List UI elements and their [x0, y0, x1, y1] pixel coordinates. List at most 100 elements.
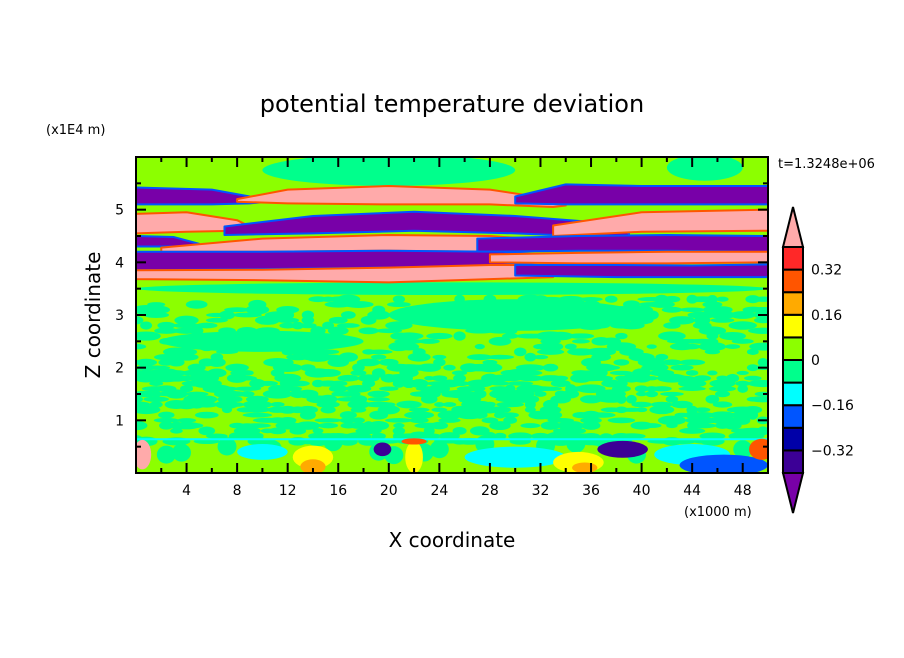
contour-patch — [388, 299, 642, 331]
x-tick-label: 44 — [683, 483, 701, 499]
contour-patch — [469, 426, 490, 436]
contour-patch — [242, 400, 272, 409]
contour-patch — [439, 432, 460, 441]
contour-patch — [352, 417, 365, 424]
contour-patch — [339, 411, 357, 420]
colorbar-box — [782, 291, 804, 316]
contour-patch — [219, 310, 235, 320]
contour-patch — [230, 402, 244, 407]
contour-patch — [177, 418, 197, 423]
contour-patch — [262, 389, 293, 399]
contour-patch — [239, 390, 255, 398]
contour-patch — [726, 373, 740, 383]
contour-patch — [581, 421, 601, 430]
contour-patch — [537, 342, 564, 352]
contour-patch — [182, 369, 211, 377]
x-tick-label: 4 — [182, 483, 191, 499]
contour-patch — [392, 427, 406, 435]
contour-patch — [299, 322, 317, 329]
contour-patch — [453, 374, 467, 383]
contour-patch — [451, 370, 468, 376]
colorbar-box — [782, 268, 804, 294]
contour-patch — [226, 373, 248, 383]
contour-patch — [316, 349, 340, 355]
contour-patch — [301, 310, 315, 320]
contour-patch — [575, 428, 587, 434]
colorbar-over-triangle — [781, 206, 805, 248]
contour-band — [476, 233, 768, 253]
contour-patch — [566, 434, 586, 453]
contour-patch — [622, 300, 641, 309]
contour-patch — [170, 428, 183, 434]
colorbar-box — [782, 404, 804, 429]
contour-patch — [136, 316, 144, 325]
colorbar-tick-label: 0.16 — [811, 308, 842, 324]
contour-patch — [494, 411, 506, 419]
contour-patch — [256, 380, 279, 386]
contour-patch — [313, 354, 344, 360]
colorbar-tick-label: −0.16 — [811, 398, 854, 414]
contour-patch — [488, 336, 512, 346]
x-tick-label: 36 — [582, 483, 600, 499]
contour-patch — [379, 358, 399, 366]
time-label: t=1.3248e+06 — [778, 157, 875, 172]
contour-patch — [674, 412, 690, 418]
contour-patch — [747, 379, 768, 388]
contour-patch — [136, 343, 147, 350]
x-axis-label: X coordinate — [389, 528, 516, 552]
contour-patch — [679, 307, 705, 313]
contour-patch — [649, 369, 675, 377]
contour-patch — [433, 358, 446, 367]
contour-patch — [180, 385, 194, 393]
contour-patch — [393, 422, 405, 429]
contour-patch — [340, 311, 356, 319]
contour-patch — [208, 357, 226, 367]
colorbar-box — [782, 246, 804, 271]
contour-patch — [518, 370, 543, 376]
contour-patch — [743, 406, 763, 414]
contour-patch — [143, 396, 169, 402]
colorbar-box — [782, 381, 804, 407]
contour-patch — [349, 422, 368, 429]
contour-patch — [601, 337, 622, 346]
contour-patch — [737, 384, 749, 393]
contour-patch — [154, 327, 179, 334]
contour-patch — [501, 412, 519, 418]
contour-patch — [424, 376, 435, 381]
contour-patch — [409, 417, 429, 424]
contour-patch — [382, 402, 396, 407]
contour-patch — [443, 364, 456, 371]
contour-patch — [635, 407, 648, 413]
contour-patch — [557, 420, 585, 431]
contour-patch — [136, 401, 151, 408]
x-units-label: (x1000 m) — [684, 505, 752, 520]
contour-patch — [156, 445, 176, 464]
contour-patch — [757, 357, 768, 367]
contour-patch — [586, 412, 616, 418]
contour-patch — [571, 339, 590, 344]
contour-patch — [242, 412, 273, 418]
contour-patch — [679, 359, 706, 366]
contour-patch — [707, 370, 718, 376]
contour-patch — [237, 375, 257, 381]
contour-patch — [136, 396, 143, 403]
contour-patch — [190, 423, 204, 428]
contour-patch — [650, 401, 673, 408]
contour-patch — [677, 379, 707, 388]
contour-patch — [532, 354, 549, 360]
contour-patch — [142, 365, 171, 370]
contour-patch — [314, 418, 342, 423]
contour-patch — [295, 421, 321, 430]
contour-patch — [416, 433, 442, 440]
contour-patch — [240, 370, 254, 376]
contour-patch — [187, 363, 206, 372]
contour-patch — [371, 368, 386, 378]
contour-patch — [669, 316, 696, 325]
x-tick-label: 32 — [532, 483, 550, 499]
contour-patch — [614, 379, 628, 388]
contour-patch — [245, 395, 269, 403]
contour-patch — [542, 363, 559, 372]
contour-patch — [404, 411, 435, 419]
contour-patch — [657, 415, 686, 426]
contour-patch — [300, 459, 326, 473]
